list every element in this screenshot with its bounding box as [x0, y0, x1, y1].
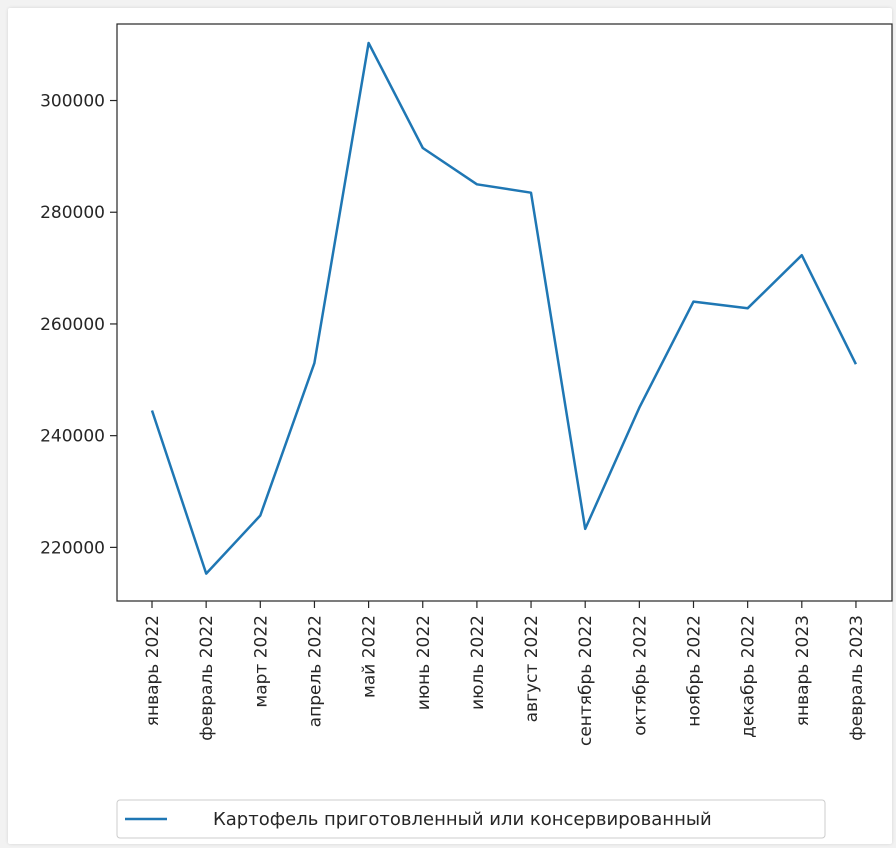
y-tick-label: 240000	[40, 427, 105, 447]
y-tick-label: 300000	[40, 92, 105, 112]
x-tick-label: март 2022	[251, 615, 271, 708]
x-tick-label: август 2022	[522, 615, 542, 722]
x-tick-label: февраль 2022	[197, 615, 217, 741]
x-tick-label: июль 2022	[468, 615, 488, 710]
x-axis: январь 2022 февраль 2022 март 2022 апрель 2…	[143, 601, 867, 746]
x-tick-label: январь 2023	[793, 615, 813, 726]
x-tick-label: январь 2022	[143, 615, 163, 726]
x-tick-label: апрель 2022	[305, 615, 325, 727]
x-tick-label: февраль 2023	[847, 615, 867, 741]
x-tick-label: июнь 2022	[414, 615, 434, 710]
x-tick-label: декабрь 2022	[739, 615, 759, 738]
y-axis: 220000 240000 260000 280000 300000	[40, 92, 117, 558]
y-tick-label: 260000	[40, 315, 105, 335]
y-tick-label: 220000	[40, 538, 105, 558]
x-tick-label: октябрь 2022	[630, 615, 650, 736]
x-tick-label: ноябрь 2022	[685, 615, 705, 727]
series-line	[150, 41, 858, 575]
y-tick-label: 280000	[40, 203, 105, 223]
x-tick-label: сентябрь 2022	[576, 615, 596, 746]
legend-label: Картофель приготовленный или консервиров…	[213, 809, 712, 830]
legend-box	[116, 799, 826, 839]
legend: Картофель приготовленный или консервиров…	[116, 799, 826, 839]
series-group	[150, 41, 858, 575]
plot-area	[116, 23, 893, 602]
x-tick-label: май 2022	[360, 615, 380, 698]
